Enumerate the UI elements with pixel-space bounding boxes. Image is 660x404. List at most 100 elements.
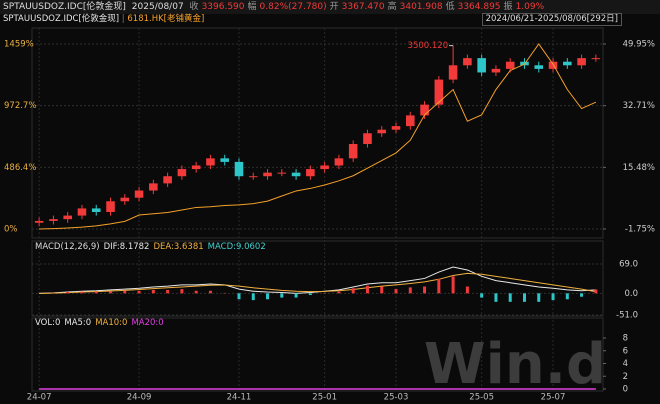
- x-tick-label: 25-07: [541, 393, 566, 403]
- candle-body: [34, 220, 44, 223]
- macd-bar: [580, 293, 584, 297]
- legend-entry: VOL:0: [35, 318, 60, 328]
- field-value: 3401.908: [399, 2, 443, 12]
- x-tick-label: 25-03: [384, 393, 409, 403]
- panel-legend: MACD(12,26,9) DIF:8.1782 DEA:3.6381 MACD:9.…: [35, 242, 266, 252]
- field-value: 3364.895: [457, 2, 501, 12]
- panel-frame: [31, 240, 604, 317]
- macd-bar: [565, 293, 569, 300]
- candle-body: [77, 208, 87, 216]
- macd-bar: [251, 293, 255, 301]
- candle-body: [177, 169, 187, 177]
- candle-body: [149, 183, 158, 191]
- macd-bar: [266, 293, 270, 300]
- field-value: 3367.470: [341, 2, 385, 12]
- candle-body: [134, 190, 144, 198]
- macd-bar: [194, 290, 198, 294]
- field-label: 开: [329, 2, 339, 12]
- field-value: 1.09%: [515, 2, 545, 12]
- candle-body: [248, 176, 258, 178]
- macd-bar: [537, 293, 541, 302]
- macd-bar: [437, 278, 441, 294]
- candle-body: [505, 61, 515, 69]
- candle-body: [406, 115, 415, 127]
- x-tick-label: 25-05: [469, 393, 494, 403]
- field-label: 高: [387, 2, 397, 12]
- x-tick-label: 24-09: [127, 393, 152, 403]
- candle-body: [591, 58, 601, 60]
- candle-body: [491, 68, 501, 73]
- macd-bar: [294, 293, 298, 298]
- legend-entry: DIF:8.1782: [104, 242, 150, 252]
- candle-body: [577, 58, 586, 66]
- security: SPTAUUSDOZ.IDC[伦敦金现]: [3, 2, 126, 12]
- macd-bar: [66, 292, 70, 294]
- candle-body: [548, 61, 558, 69]
- y2-tick-label: 6: [623, 346, 628, 356]
- legend-entry: MA20:0: [131, 318, 163, 328]
- watermark: Win.d: [424, 332, 606, 397]
- panel-title: MACD(12,26,9): [35, 242, 100, 252]
- macd-bar: [151, 289, 155, 294]
- y2-tick-label: -51.0: [616, 311, 638, 321]
- macd-bar: [551, 293, 555, 301]
- macd-bar: [237, 293, 241, 300]
- line: [39, 272, 596, 294]
- y2-tick-label: 69.0: [619, 260, 638, 270]
- candle-body: [463, 58, 472, 66]
- field-value: 0.82%(27.780): [259, 2, 327, 12]
- x-tick-label: 24-07: [27, 393, 52, 403]
- x-tick-label: 25-01: [312, 393, 337, 403]
- line: [39, 43, 597, 230]
- macd-bar: [180, 289, 184, 294]
- macd-bar: [137, 290, 141, 294]
- candle-body: [206, 158, 215, 166]
- macd-bar: [94, 291, 98, 294]
- panel-frame: [31, 317, 604, 392]
- legend-entry: DEA:3.6381: [153, 242, 203, 252]
- candle-body: [377, 129, 387, 134]
- y-tick-label: 1459%: [4, 40, 34, 50]
- candle-body: [263, 172, 272, 177]
- y2-tick-label: 49.95%: [623, 40, 655, 50]
- x-tick-label: 24-11: [227, 393, 252, 403]
- macd-bar: [394, 289, 398, 294]
- date: 2025/08/07: [131, 2, 184, 12]
- candle-body: [420, 104, 429, 116]
- date-range[interactable]: 2024/06/21-2025/08/06[292日]: [481, 13, 622, 26]
- candle-body: [448, 65, 458, 80]
- y2-tick-label: 0.0: [624, 289, 638, 299]
- field-value: 3396.590: [201, 2, 245, 12]
- macd-bar: [208, 290, 212, 294]
- candle-body: [434, 79, 444, 105]
- candle-body: [320, 165, 329, 170]
- candle-body: [63, 215, 72, 220]
- field-label: 振: [503, 2, 513, 12]
- macd-bar: [522, 293, 526, 302]
- macd-bar: [351, 288, 355, 294]
- candle-body: [91, 208, 101, 213]
- y-tick-label: 0%: [4, 225, 18, 235]
- candle-body: [363, 133, 372, 145]
- candle-body: [534, 65, 544, 69]
- annotation: 3500.120: [408, 41, 449, 51]
- macd-bar: [408, 287, 412, 294]
- y-tick-label: 486.4%: [4, 163, 36, 173]
- candle-body: [334, 158, 344, 166]
- macd-bar: [451, 276, 455, 294]
- line: [39, 266, 596, 294]
- panel-legend: VOL:0 MA5:0 MA10:0 MA20:0: [35, 318, 164, 328]
- quote-header: SPTAUUSDOZ.IDC[伦敦金现] 2025/08/07 收 3396.59…: [0, 0, 660, 14]
- y2-tick-label: 32.71%: [623, 101, 655, 111]
- macd-bar: [594, 289, 598, 294]
- macd-bar: [365, 285, 369, 294]
- macd-bar: [123, 290, 127, 294]
- candle-body: [106, 201, 115, 213]
- legend-entry: 6181.HK[老铺黄金]: [127, 14, 205, 24]
- candle-body: [563, 61, 572, 66]
- macd-bar: [308, 293, 312, 296]
- field-label: 幅: [247, 2, 257, 12]
- macd-bar: [337, 291, 341, 294]
